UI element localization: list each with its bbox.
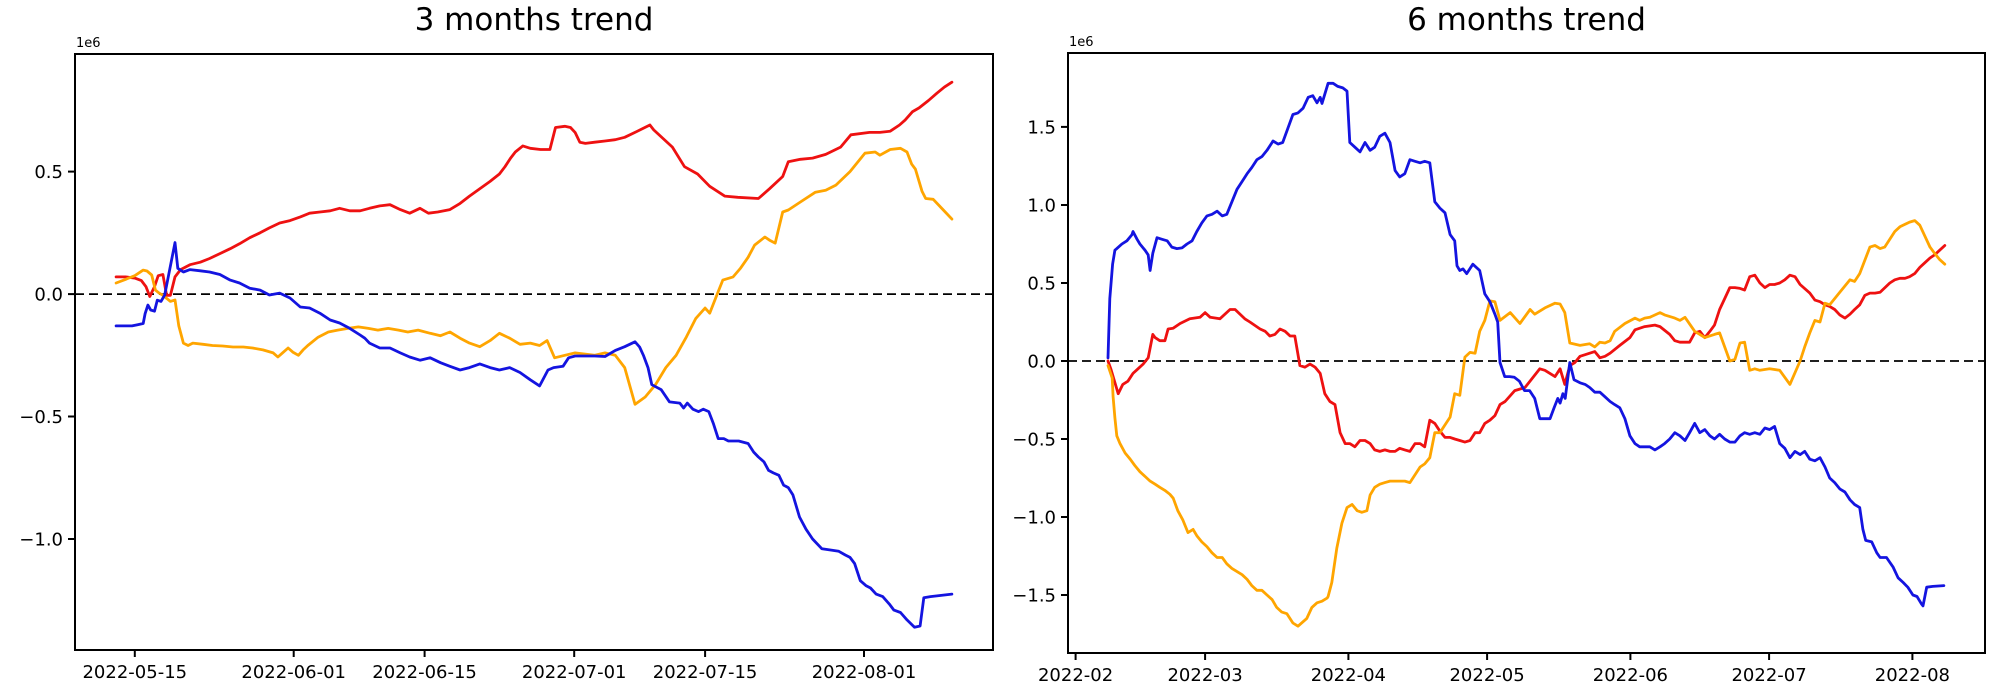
- y-tick-label: −0.5: [1012, 430, 1056, 451]
- y-tick-label: −1.0: [1012, 508, 1056, 529]
- y-tick-label: 0.0: [1027, 352, 1056, 373]
- x-tick-label: 2022-07: [1731, 665, 1806, 686]
- series-line-blue: [1106, 81, 1946, 608]
- x-tick-label: 2022-04: [1311, 665, 1386, 686]
- y-tick-label: 1.0: [1027, 196, 1056, 217]
- y-axis-offset-label: 1e6: [76, 36, 101, 51]
- x-tick-label: 2022-05: [1449, 665, 1524, 686]
- x-tick-label: 2022-02: [1038, 665, 1113, 686]
- y-tick-label: 0.5: [34, 162, 63, 183]
- x-tick-label: 2022-05-15: [82, 662, 187, 683]
- series-line-blue: [114, 241, 954, 629]
- x-tick-label: 2022-06-15: [372, 662, 477, 683]
- chart-title-6-months: 6 months trend: [1407, 2, 1646, 38]
- x-tick-label: 2022-03: [1167, 665, 1242, 686]
- y-tick-label: 0.5: [1027, 274, 1056, 295]
- x-tick-label: 2022-08: [1875, 665, 1950, 686]
- y-tick-label: 0.0: [34, 285, 63, 306]
- series-line-red: [1106, 244, 1947, 453]
- x-tick-label: 2022-06: [1593, 665, 1668, 686]
- chart-title-3-months: 3 months trend: [414, 2, 654, 38]
- x-tick-label: 2022-07-15: [653, 662, 758, 683]
- series-line-orange: [1106, 219, 1947, 628]
- x-tick-label: 2022-06-01: [241, 662, 346, 683]
- series-line-orange: [114, 146, 954, 406]
- y-tick-label: −1.5: [1012, 586, 1056, 607]
- y-tick-label: 1.5: [1027, 117, 1056, 138]
- y-axis-offset-label: 1e6: [1069, 35, 1094, 50]
- y-tick-label: −0.5: [19, 407, 63, 428]
- y-tick-label: −1.0: [19, 530, 63, 551]
- x-tick-label: 2022-07-01: [522, 662, 627, 683]
- x-tick-label: 2022-08-01: [812, 662, 917, 683]
- series-line-red: [114, 80, 954, 298]
